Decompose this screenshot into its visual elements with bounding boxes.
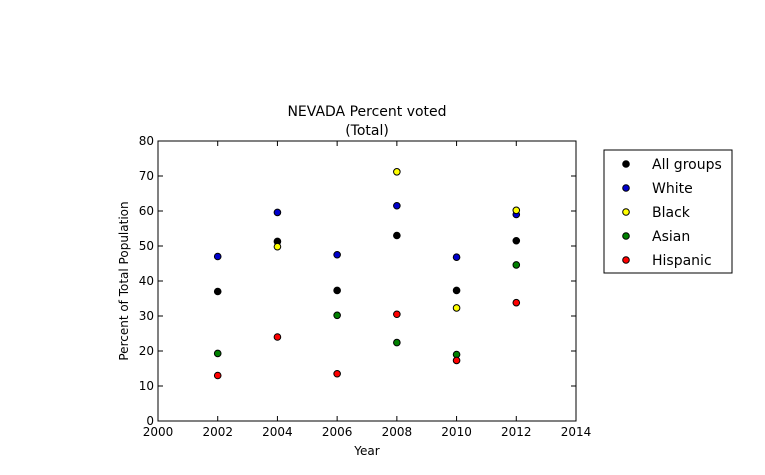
y-tick-label: 70	[139, 169, 154, 183]
legend-label: Black	[652, 205, 691, 221]
data-point	[273, 208, 282, 217]
data-point	[452, 253, 461, 262]
chart-subtitle: (Total)	[345, 123, 389, 139]
data-point	[512, 298, 521, 307]
y-tick-label: 60	[139, 204, 154, 218]
data-point	[333, 286, 341, 295]
y-tick-label: 40	[139, 274, 154, 288]
legend-marker	[622, 160, 630, 168]
data-point	[393, 338, 401, 347]
legend: All groups White Black Asian Hispanic	[603, 149, 733, 274]
data-point	[213, 349, 222, 358]
data-point	[393, 168, 401, 176]
x-tick-label: 2010	[441, 425, 472, 439]
data-point	[452, 356, 461, 365]
x-tick-label: 2014	[561, 425, 592, 439]
legend-label: All groups	[652, 157, 722, 173]
y-tick-label: 30	[139, 309, 154, 323]
data-point	[512, 261, 521, 269]
axis-ticks: 2000 2002 2004 2006 2008 2010 2012 2014 0 10 20 30 4…	[139, 134, 592, 439]
legend-marker	[622, 232, 630, 240]
series-hispanic	[213, 298, 521, 380]
y-tick-label: 10	[139, 379, 154, 393]
data-point	[213, 287, 222, 296]
data-point	[452, 304, 461, 312]
x-tick-label: 2000	[143, 425, 174, 439]
data-points	[213, 168, 521, 380]
data-point	[512, 236, 521, 245]
data-point	[393, 201, 401, 210]
legend-marker	[622, 184, 630, 192]
data-point	[393, 310, 401, 319]
chart-title: NEVADA Percent voted	[287, 104, 446, 120]
x-tick-label: 2002	[202, 425, 233, 439]
legend-label: Hispanic	[652, 253, 712, 269]
series-all-groups	[213, 231, 521, 296]
data-point	[213, 252, 222, 261]
series-asian	[213, 261, 521, 359]
data-point	[333, 250, 341, 259]
data-point	[273, 333, 282, 341]
x-tick-label: 2004	[262, 425, 293, 439]
series-black	[273, 168, 521, 312]
y-tick-label: 50	[139, 239, 154, 253]
data-point	[333, 369, 341, 378]
x-tick-label: 2006	[322, 425, 353, 439]
data-point	[452, 286, 461, 295]
data-point	[273, 242, 282, 251]
y-tick-label: 0	[146, 414, 154, 428]
y-tick-label: 20	[139, 344, 154, 358]
legend-label: Asian	[652, 229, 690, 245]
plot-frame	[157, 140, 577, 422]
data-point	[393, 231, 401, 240]
y-tick-label: 80	[139, 134, 154, 148]
y-axis-label: Percent of Total Population	[117, 201, 131, 360]
data-point	[512, 206, 521, 215]
data-point	[333, 311, 341, 320]
x-axis-label: Year	[353, 444, 379, 458]
legend-label: White	[652, 181, 693, 197]
legend-marker	[622, 256, 630, 264]
data-point	[213, 371, 222, 380]
legend-marker	[622, 208, 630, 216]
x-tick-label: 2012	[501, 425, 532, 439]
x-tick-label: 2008	[382, 425, 413, 439]
